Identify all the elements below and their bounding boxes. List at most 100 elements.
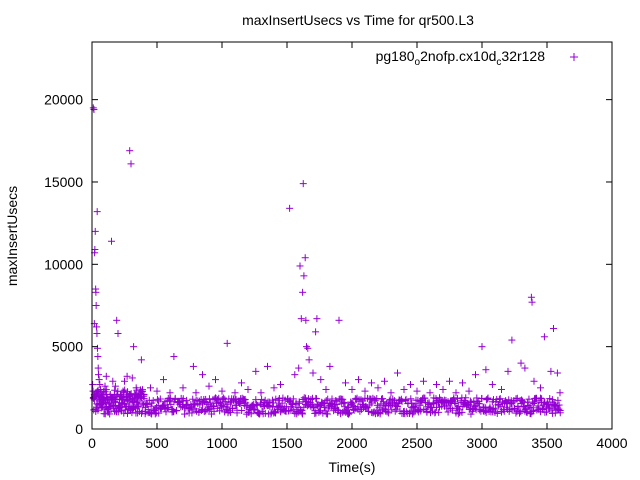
data-point xyxy=(435,408,443,416)
data-point xyxy=(323,410,331,418)
data-point xyxy=(458,408,466,416)
data-point xyxy=(189,395,197,403)
data-point xyxy=(387,389,395,397)
data-point xyxy=(381,377,388,385)
data-point xyxy=(132,384,140,392)
data-point xyxy=(498,385,505,393)
data-point xyxy=(538,404,546,412)
data-point xyxy=(332,397,340,405)
data-point xyxy=(289,405,297,413)
data-point xyxy=(340,399,348,407)
data-point xyxy=(309,369,317,377)
data-point xyxy=(393,403,401,411)
data-point xyxy=(244,385,252,393)
data-point xyxy=(97,404,105,412)
data-point xyxy=(91,245,99,253)
data-point xyxy=(402,395,410,403)
data-point xyxy=(100,387,108,395)
data-point xyxy=(362,402,370,410)
data-point xyxy=(170,353,178,361)
data-point xyxy=(270,384,278,392)
data-point xyxy=(109,377,117,385)
data-point xyxy=(102,372,110,380)
data-point xyxy=(192,396,200,404)
data-point xyxy=(556,389,564,397)
data-point xyxy=(349,399,357,407)
data-point xyxy=(446,377,453,385)
data-point xyxy=(96,381,104,389)
data-point xyxy=(277,381,284,389)
data-point xyxy=(454,410,462,418)
data-point xyxy=(117,390,125,398)
y-tick-label: 10000 xyxy=(44,256,83,272)
data-point xyxy=(538,395,546,403)
data-point xyxy=(219,394,227,402)
data-point xyxy=(303,343,310,351)
data-point xyxy=(261,409,269,417)
data-point xyxy=(527,293,535,301)
data-point xyxy=(224,403,232,411)
data-point xyxy=(121,377,128,385)
data-point xyxy=(379,395,387,403)
data-point xyxy=(252,367,260,375)
data-point xyxy=(375,409,383,417)
data-point xyxy=(95,376,103,384)
data-point xyxy=(289,395,297,403)
data-point xyxy=(529,407,537,415)
data-point xyxy=(534,402,542,410)
data-points xyxy=(89,104,564,418)
data-point xyxy=(466,397,474,405)
data-point xyxy=(459,379,466,387)
x-tick-label: 0 xyxy=(88,435,96,451)
data-point xyxy=(236,398,244,406)
data-point xyxy=(137,356,145,364)
data-point xyxy=(413,387,421,395)
data-point xyxy=(361,387,369,395)
data-point xyxy=(147,384,154,392)
data-point xyxy=(357,396,365,404)
data-point xyxy=(155,409,163,417)
data-point xyxy=(504,367,512,375)
data-point xyxy=(295,364,303,372)
data-point xyxy=(114,329,122,337)
data-point xyxy=(89,104,97,112)
data-point xyxy=(160,376,167,384)
data-point xyxy=(241,395,249,403)
data-point xyxy=(540,333,548,341)
data-point xyxy=(429,400,437,408)
data-point xyxy=(286,406,294,414)
data-point xyxy=(555,405,563,413)
data-point xyxy=(305,356,313,364)
data-point xyxy=(202,407,210,415)
data-point xyxy=(89,381,97,389)
data-point xyxy=(223,339,231,347)
data-point xyxy=(530,400,538,408)
data-point xyxy=(93,344,101,352)
data-point xyxy=(130,343,138,351)
data-point xyxy=(300,272,308,280)
data-point xyxy=(328,395,336,403)
data-point xyxy=(106,390,114,398)
data-point xyxy=(383,408,391,416)
data-point xyxy=(139,387,147,395)
data-point xyxy=(348,385,356,393)
data-point xyxy=(98,392,106,400)
data-point xyxy=(335,316,343,324)
data-point xyxy=(528,298,536,306)
data-point xyxy=(313,395,321,403)
data-point xyxy=(192,389,200,397)
data-point xyxy=(179,395,187,403)
data-point xyxy=(94,353,102,361)
data-point xyxy=(93,329,101,337)
data-point xyxy=(183,396,191,404)
data-point xyxy=(269,399,277,407)
axis-ticks: 0 500 1000 1500 2000 2500 3000 3500 4000 0 5000 100… xyxy=(44,42,628,451)
data-point xyxy=(547,367,555,375)
data-point xyxy=(407,395,415,403)
data-point xyxy=(389,395,397,403)
data-point xyxy=(297,315,305,323)
data-point xyxy=(285,397,293,405)
data-point xyxy=(530,377,538,385)
data-point xyxy=(451,398,459,406)
x-tick-label: 4000 xyxy=(596,435,627,451)
